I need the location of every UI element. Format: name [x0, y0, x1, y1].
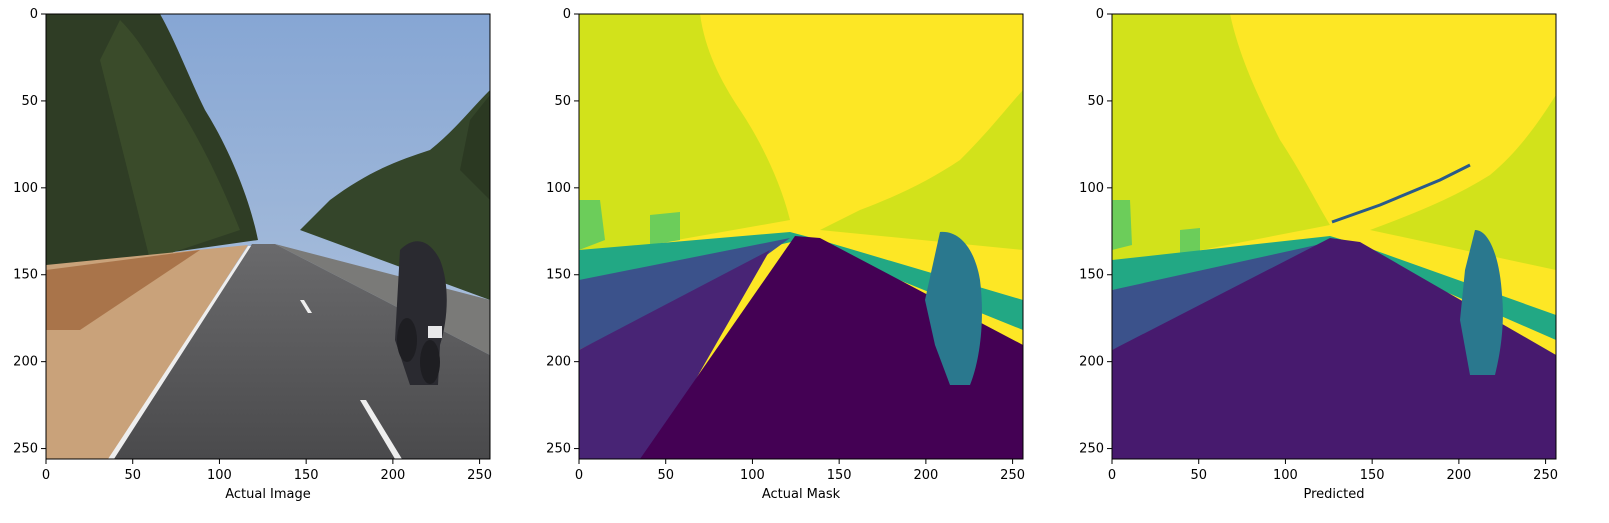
x-tick-label: 250	[467, 468, 492, 483]
y-ticks: 0 50 100 150 200 250	[546, 7, 579, 457]
axes-frame	[578, 13, 1024, 460]
y-tick-label: 0	[30, 7, 38, 22]
y-tick-label: 100	[13, 181, 38, 196]
y-tick-label: 150	[546, 268, 571, 283]
predicted-image	[1112, 14, 1556, 459]
x-axis-label: Actual Mask	[762, 487, 841, 502]
x-tick-label: 200	[380, 468, 405, 483]
x-tick-label: 100	[207, 468, 232, 483]
x-tick-label: 0	[1108, 468, 1116, 483]
x-tick-label: 0	[42, 468, 50, 483]
y-tick-label: 150	[1079, 268, 1104, 283]
y-ticks: 0 50 100 150 200 250	[13, 7, 46, 457]
y-tick-label: 250	[546, 442, 571, 457]
y-tick-label: 200	[1079, 355, 1104, 370]
x-tick-label: 100	[1273, 468, 1298, 483]
y-tick-label: 200	[546, 355, 571, 370]
x-ticks: 0 50 100 150 200 250	[575, 459, 1025, 483]
x-tick-label: 50	[124, 468, 141, 483]
x-ticks: 0 50 100 150 200 250	[42, 459, 492, 483]
x-tick-label: 200	[1446, 468, 1471, 483]
x-tick-label: 50	[1190, 468, 1207, 483]
y-tick-label: 250	[13, 442, 38, 457]
x-tick-label: 200	[913, 468, 938, 483]
y-ticks: 0 50 100 150 200 250	[1079, 7, 1112, 457]
x-tick-label: 150	[1360, 468, 1385, 483]
y-tick-label: 50	[21, 94, 38, 109]
y-tick-label: 0	[1096, 7, 1104, 22]
photo-image	[46, 14, 490, 459]
x-axis-label: Actual Image	[225, 487, 311, 502]
axes-frame	[45, 13, 491, 460]
y-tick-label: 250	[1079, 442, 1104, 457]
x-tick-label: 250	[1000, 468, 1025, 483]
x-axis-label: Predicted	[1303, 487, 1364, 502]
y-tick-label: 150	[13, 268, 38, 283]
x-tick-label: 150	[294, 468, 319, 483]
panel-predicted: 0 50 100 150 200 250 0 50 100 150 200 250 Predicte…	[1079, 7, 1558, 502]
x-tick-label: 100	[740, 468, 765, 483]
y-tick-label: 200	[13, 355, 38, 370]
y-tick-label: 100	[546, 181, 571, 196]
panel-actual-image: 0 50 100 150 200 250 0 50 100 150 200 250 Actual I…	[13, 7, 492, 502]
axes-frame	[1111, 13, 1557, 460]
y-tick-label: 50	[554, 94, 571, 109]
x-tick-label: 150	[827, 468, 852, 483]
x-tick-label: 50	[657, 468, 674, 483]
panel-actual-mask: 0 50 100 150 200 250 0 50 100 150 200 250 Actual M…	[546, 7, 1025, 502]
y-tick-label: 0	[563, 7, 571, 22]
y-tick-label: 100	[1079, 181, 1104, 196]
x-tick-label: 250	[1533, 468, 1558, 483]
x-ticks: 0 50 100 150 200 250	[1108, 459, 1558, 483]
y-tick-label: 50	[1087, 94, 1104, 109]
x-tick-label: 0	[575, 468, 583, 483]
mask-image	[579, 14, 1023, 459]
